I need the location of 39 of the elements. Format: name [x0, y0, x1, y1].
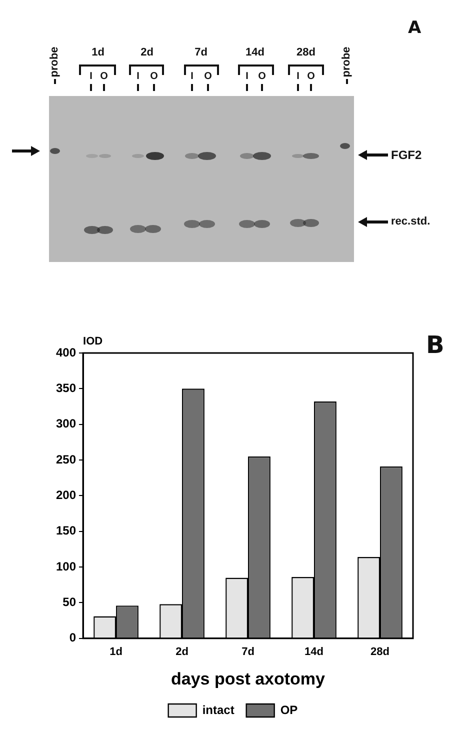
text: 14d — [246, 46, 264, 58]
y-tick-label: 50 — [62, 595, 76, 610]
text: A — [408, 18, 422, 38]
x-tick-label: 1d — [110, 646, 122, 658]
text: I — [136, 71, 140, 82]
x-tick-label: 28d — [370, 646, 390, 658]
text: I — [246, 71, 248, 82]
y-tick-label: 250 — [56, 452, 76, 466]
x-tick-label: 7d — [242, 646, 254, 658]
x-tick-label: 2d — [176, 646, 188, 658]
text: I — [90, 71, 92, 82]
text: B — [426, 331, 444, 359]
y-tick-label: 0 — [69, 630, 76, 645]
text: rec.std. — [391, 216, 430, 228]
x-tick-label: 14d — [304, 646, 324, 658]
text: 7d — [194, 46, 208, 58]
text: O — [307, 71, 315, 82]
y-tick-label: 150 — [56, 524, 76, 538]
text: probe — [340, 46, 352, 78]
text: O — [258, 71, 266, 82]
text: O — [150, 71, 158, 82]
x-axis-title: days post axotomy — [171, 669, 326, 688]
text: O — [100, 71, 108, 82]
legend-label: OP — [280, 702, 298, 717]
y-axis-title: IOD — [83, 336, 103, 348]
text: O — [204, 71, 212, 82]
y-tick-label: 350 — [56, 380, 76, 395]
text: I — [296, 71, 300, 82]
text: probe — [48, 46, 60, 78]
text: 2d — [140, 46, 154, 58]
y-tick-label: 100 — [56, 559, 76, 574]
text: 28d — [296, 46, 316, 58]
y-tick-label: 200 — [56, 488, 76, 502]
text: I — [190, 71, 194, 82]
legend-label: intact — [202, 702, 234, 717]
y-tick-label: 300 — [56, 416, 76, 431]
y-tick-label: 400 — [56, 345, 76, 360]
text: 1d — [92, 46, 104, 58]
text: FGF2 — [391, 148, 422, 162]
